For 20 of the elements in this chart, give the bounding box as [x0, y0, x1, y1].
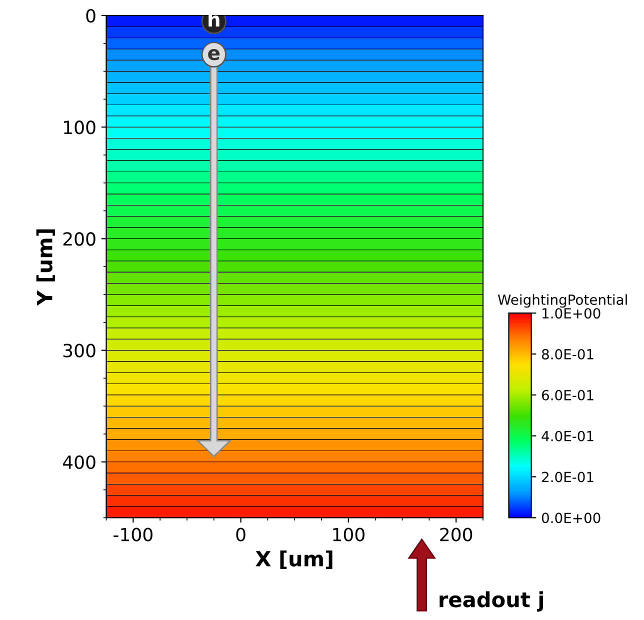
x-tick-label: 0: [236, 528, 246, 542]
color-bar-label: 6.0E-01: [542, 390, 594, 400]
color-bar-label: 4.0E-01: [542, 430, 594, 442]
x-tick-label: 200: [440, 528, 472, 542]
color-bar-label: 1.0E+00: [542, 308, 600, 319]
annotation: e: [208, 49, 220, 60]
x-tick-label: 100: [333, 528, 364, 542]
y-tick-label: 200: [63, 232, 96, 246]
y-axis-title: Y [um]: [36, 229, 55, 306]
y-tick-label: 100: [64, 120, 96, 134]
y-tick-label: 300: [63, 344, 96, 358]
y-tick-label: 0: [86, 8, 96, 23]
x-axis-title: X [um]: [256, 550, 332, 570]
color-bar-label: 0.0E+00: [542, 512, 600, 524]
y-tick-label: 400: [62, 455, 96, 470]
color-bar-label: 8.0E-01: [542, 348, 594, 360]
color-bar-label: 2.0E-01: [542, 472, 594, 482]
text: readout j: [440, 591, 544, 612]
x-tick-label: -100: [114, 528, 152, 542]
color-bar-title: WeightingPotential: [498, 294, 627, 308]
